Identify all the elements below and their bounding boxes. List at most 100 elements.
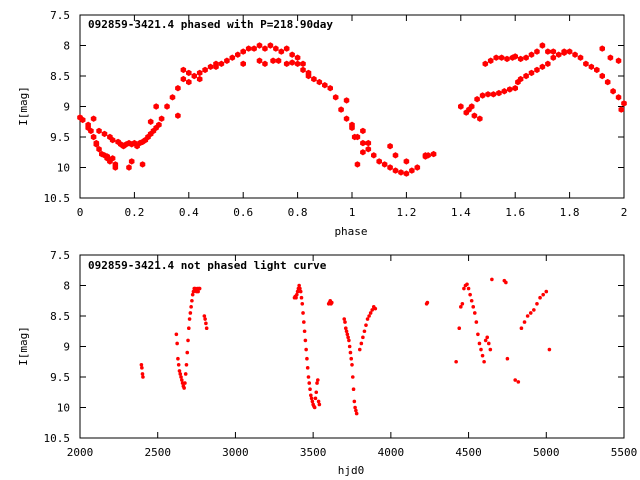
phased-data-point (338, 106, 344, 113)
unphased-data-point (307, 381, 312, 385)
unphased-data-point (343, 320, 347, 324)
phased-data-point (487, 57, 494, 64)
unphased-data-point (190, 292, 195, 297)
unphased-data-point (462, 286, 466, 291)
unphased-data-point (457, 326, 462, 331)
phased-data-point (588, 63, 595, 70)
phased-data-point (224, 57, 230, 64)
phased-data-point (186, 69, 192, 77)
phased-data-point (387, 164, 393, 171)
phased-data-point (392, 152, 399, 159)
phased-data-point (112, 164, 119, 171)
phased-data-point (267, 42, 274, 49)
unphased-data-point (313, 396, 318, 401)
phased-data-point (262, 60, 268, 67)
phased-data-point (523, 72, 529, 80)
phased-data-point (180, 66, 187, 74)
phased-data-point (583, 60, 589, 67)
phased-plot-title: 092859-3421.4 phased with P=218.90day (88, 18, 333, 31)
unphased-data-point (516, 380, 521, 384)
phased-data-point (618, 106, 625, 113)
phased-data-point (517, 55, 524, 63)
phased-data-point (577, 54, 584, 61)
phased-data-point (322, 82, 328, 89)
unphased-data-point (459, 305, 463, 309)
unphased-data-point (465, 282, 469, 287)
unphased-data-point (189, 305, 193, 309)
phased-data-point (555, 51, 562, 58)
unphased-data-point (373, 306, 378, 311)
phased-data-point (512, 53, 518, 60)
phased-data-point (273, 45, 279, 52)
unphased-x-tick-label: 2000 (67, 446, 94, 459)
phased-data-point (85, 121, 91, 128)
phased-data-point (256, 42, 263, 49)
phased-data-point (430, 150, 437, 158)
phased-data-point (539, 42, 546, 49)
unphased-y-tick-label: 10.5 (44, 432, 71, 445)
phased-data-point (126, 164, 132, 171)
unphased-data-point (476, 332, 480, 337)
phased-data-point (90, 115, 97, 122)
unphased-data-point (301, 311, 305, 315)
phased-data-point (360, 127, 366, 135)
unphased-data-point (312, 405, 317, 410)
unphased-data-point (294, 295, 298, 300)
phased-data-point (316, 78, 323, 86)
unphased-data-point (188, 311, 193, 315)
unphased-data-point (357, 347, 362, 352)
phased-data-point (360, 139, 366, 147)
unphased-data-point (295, 289, 300, 294)
phased-x-tick-label: 1.8 (560, 206, 580, 219)
phased-data-point (332, 94, 339, 101)
unphased-data-point (349, 356, 354, 361)
unphased-data-point (316, 378, 320, 382)
unphased-data-point (504, 280, 508, 285)
phased-data-point (175, 85, 181, 92)
unphased-data-point (298, 286, 302, 291)
phased-data-point (477, 115, 483, 122)
unphased-data-point (513, 378, 517, 382)
unphased-data-point (541, 292, 545, 297)
unphased-y-tick-label: 8 (63, 280, 70, 293)
phased-data-point (599, 45, 605, 52)
unphased-data-point (304, 347, 308, 352)
phased-data-point (262, 45, 268, 52)
phased-data-point (349, 121, 355, 128)
phased-data-point (490, 91, 497, 98)
phased-data-point (545, 60, 551, 67)
phased-data-point (158, 115, 165, 122)
phased-x-tick-label: 1.4 (451, 206, 471, 219)
unphased-data-point (180, 378, 184, 382)
phased-y-tick-label: 9 (63, 101, 70, 114)
unphased-y-tick-label: 9.5 (50, 371, 70, 384)
unphased-data-point (309, 393, 313, 398)
phased-data-point (109, 155, 116, 162)
phased-y-tick-label: 7.5 (50, 9, 70, 22)
unphased-data-point (346, 335, 350, 340)
unphased-data-point (485, 335, 490, 340)
unphased-data-point (532, 308, 536, 312)
phased-y-tick-label: 10.5 (44, 192, 71, 205)
phased-data-point (528, 51, 535, 58)
phased-data-point (365, 139, 372, 147)
unphased-data-point (300, 302, 305, 306)
unphased-data-point (365, 317, 370, 321)
phased-data-point (207, 63, 214, 70)
phased-y-tick-label: 10 (57, 162, 70, 175)
unphased-y-tick-label: 8.5 (50, 310, 70, 323)
unphased-y-axis-label: I[mag] (17, 326, 30, 366)
phased-data-point (365, 146, 372, 153)
phased-data-point (96, 146, 102, 153)
unphased-data-point (140, 372, 145, 376)
phased-data-point (414, 164, 421, 171)
phased-data-point (409, 167, 415, 174)
unphased-data-point (350, 363, 354, 367)
phased-data-point (300, 60, 306, 67)
unphased-data-point (519, 326, 524, 331)
phased-data-point (245, 45, 252, 52)
phased-data-point (387, 143, 393, 150)
phased-data-point (164, 103, 170, 110)
unphased-light-curve-panel: 092859-3421.4 not phased light curve hjd… (17, 249, 637, 477)
phased-data-point (218, 60, 225, 67)
